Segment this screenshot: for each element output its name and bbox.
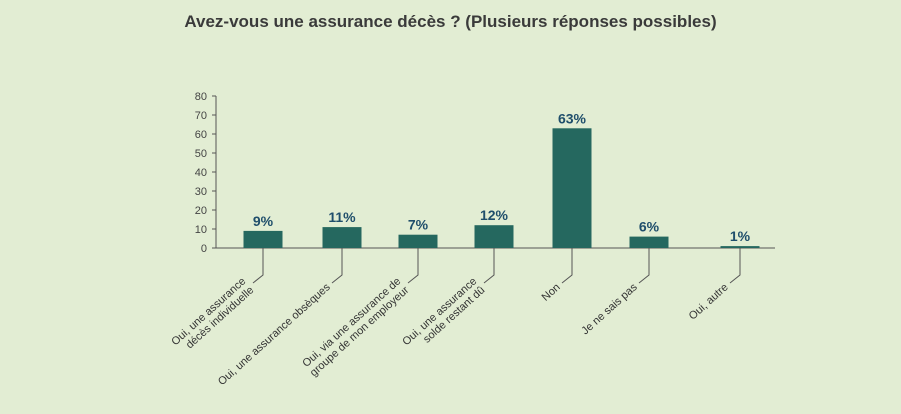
data-label: 9% [253, 213, 274, 229]
category-leader [561, 248, 573, 284]
y-tick-label: 50 [195, 148, 207, 160]
y-tick-label: 70 [195, 110, 207, 122]
x-tick-label: Oui, une assurancesolde restant dû [400, 275, 487, 357]
bar [398, 234, 438, 248]
y-tick-label: 60 [195, 129, 207, 141]
x-tick-label: Non [540, 281, 563, 303]
x-tick-label: Oui, une assurancedécès individuelle [169, 275, 256, 357]
y-tick-label: 10 [195, 224, 207, 236]
data-label: 6% [639, 219, 660, 235]
y-tick-label: 30 [195, 186, 207, 198]
y-tick-label: 80 [195, 91, 207, 103]
category-leader [483, 248, 495, 284]
category-leader [729, 248, 741, 284]
data-label: 11% [328, 209, 356, 225]
x-tick-label-line: Oui, une assurance [400, 275, 479, 348]
bar [552, 128, 592, 248]
data-label: 63% [558, 110, 587, 126]
chart-title: Avez-vous une assurance décès ? (Plusieu… [184, 12, 717, 31]
x-tick-label-line: Oui, une assurance [169, 275, 248, 348]
bar [243, 230, 283, 248]
x-tick-label-line: Je ne sais pas [579, 281, 640, 337]
bar [720, 246, 760, 248]
y-tick-label: 0 [201, 243, 207, 255]
data-label: 7% [408, 217, 429, 233]
bar [322, 227, 362, 248]
category-leader [252, 248, 264, 284]
x-tick-label-line: Non [540, 281, 563, 303]
x-tick-label: Je ne sais pas [579, 281, 640, 337]
x-tick-label-line: Oui, autre [687, 281, 731, 322]
y-tick-label: 20 [195, 205, 207, 217]
category-leader [331, 248, 343, 284]
y-tick-label: 40 [195, 167, 207, 179]
category-leader [407, 248, 419, 284]
bars: 9% 11% 7% 12% 63% 6% 1% [243, 110, 760, 248]
data-label: 1% [730, 228, 751, 244]
bar [474, 225, 514, 248]
data-label: 12% [480, 207, 509, 223]
category-leader [638, 248, 650, 284]
x-tick-label: Oui, autre [687, 281, 731, 322]
bar [629, 236, 669, 248]
